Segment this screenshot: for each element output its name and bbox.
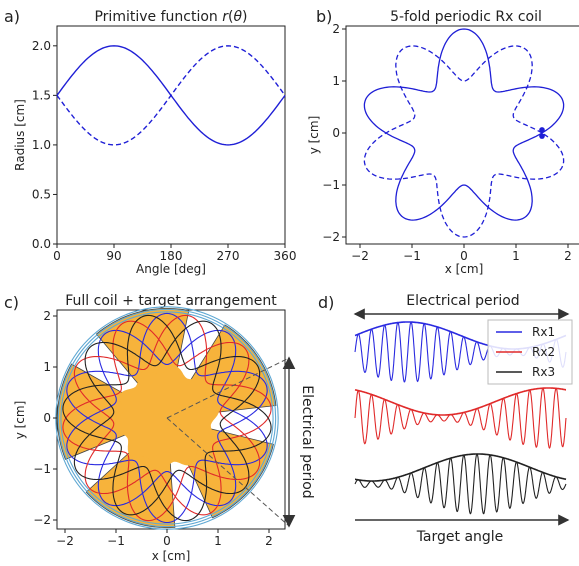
panel-a-ytick-label: 0.5	[32, 187, 51, 201]
panel-b-ytick-label: 2	[332, 22, 340, 36]
panel-a-xtick-label: 360	[274, 249, 297, 263]
panel-c-ytick-label: 1	[43, 360, 51, 374]
panel-a-title: Primitive function r(θ)	[94, 9, 247, 25]
coil-terminal-marker	[539, 127, 545, 133]
panel-c-xtick-label: −1	[107, 534, 125, 548]
panel-a-ytick-label: 1.0	[32, 138, 51, 152]
wave-rx3	[354, 453, 567, 515]
panel-a-letter: a)	[4, 7, 20, 26]
panel-b-xtick-label: −2	[351, 249, 369, 263]
panel-a-ytick-label: 2.0	[32, 39, 51, 53]
panel-b-ytick-label: 0	[332, 126, 340, 140]
legend-label-rx1: Rx1	[532, 325, 555, 339]
panel-b-title: 5-fold periodic Rx coil	[390, 9, 542, 25]
period-guide-line	[166, 357, 290, 419]
panel-c-xtick-label: 1	[214, 534, 222, 548]
panel-a-xtick-label: 270	[217, 249, 240, 263]
panel-a-xlabel: Angle [deg]	[136, 262, 206, 276]
panel-d-bottom-label: Target angle	[416, 529, 504, 545]
panel-c-xlabel: x [cm]	[152, 549, 191, 563]
panel-b-xlabel: x [cm]	[445, 262, 484, 276]
panel-a-ylabel: Radius [cm]	[13, 99, 27, 171]
panel-b-xtick-label: 2	[564, 249, 572, 263]
electrical-period-side-label: Electrical period	[299, 385, 315, 498]
panel-a-xtick-label: 90	[106, 249, 121, 263]
panel-b-ylabel: y [cm]	[307, 116, 321, 155]
panel-b-letter: b)	[316, 7, 332, 26]
panel-c-title: Full coil + target arrangement	[65, 293, 277, 309]
wave-rx3-envelope	[355, 453, 567, 482]
panel-b-ytick-label: −1	[322, 178, 340, 192]
series-dashed-line	[56, 45, 286, 146]
panel-b-ytick-label: 1	[332, 74, 340, 88]
panel-c-ytick-label: 2	[43, 309, 51, 323]
panel-a: a) Primitive function r(θ) 0 90 180 270 360 0…	[4, 7, 296, 276]
panel-c-xtick-label: 2	[265, 534, 273, 548]
panel-c: c) Full coil + target arrangement −2 −2 −1…	[4, 293, 315, 563]
panel-b-xtick-label: −1	[403, 249, 421, 263]
panel-c-ytick-label: −1	[33, 462, 51, 476]
wave-rx2	[354, 387, 567, 449]
panel-d: d) Electrical period Rx1 Rx2 Rx3 Target …	[318, 293, 573, 545]
outer-ring	[60, 311, 274, 525]
panel-b-xtick-label: 1	[512, 249, 520, 263]
panel-a-ytick-label: 1.5	[32, 88, 51, 102]
panel-d-top-label: Electrical period	[406, 293, 519, 309]
panel-c-ytick-label: −2	[33, 513, 51, 527]
period-guide-line	[166, 417, 290, 527]
outer-ring	[57, 308, 277, 528]
panel-d-letter: d)	[318, 293, 334, 312]
coil-rx3-line	[62, 314, 261, 516]
panel-a-ytick-label: 0.0	[32, 237, 51, 251]
legend-label-rx2: Rx2	[532, 345, 555, 359]
panel-a-xtick-label: 0	[53, 249, 61, 263]
coil-terminal-marker	[539, 133, 545, 139]
panel-d-legend: Rx1 Rx2 Rx3	[487, 319, 573, 385]
panel-b-xtick-label: 0	[460, 249, 468, 263]
legend-label-rx3: Rx3	[532, 365, 555, 379]
panel-c-xtick-label: 0	[163, 534, 171, 548]
panel-c-ytick-label: 0	[43, 411, 51, 425]
wave-rx2-envelope	[354, 387, 566, 416]
panel-c-letter: c)	[4, 293, 19, 312]
panel-b-ytick-label: −2	[322, 230, 340, 244]
panel-b: b) 5-fold periodic Rx coil −2 −2 −1 −1 0 0 1 1 2…	[307, 7, 579, 276]
panel-c-ylabel: y [cm]	[13, 401, 27, 440]
panel-c-xtick-label: −2	[56, 534, 74, 548]
coil-dashed-line	[363, 45, 565, 238]
panel-a-xtick-label: 180	[160, 249, 183, 263]
coil-solid-line	[363, 28, 565, 221]
